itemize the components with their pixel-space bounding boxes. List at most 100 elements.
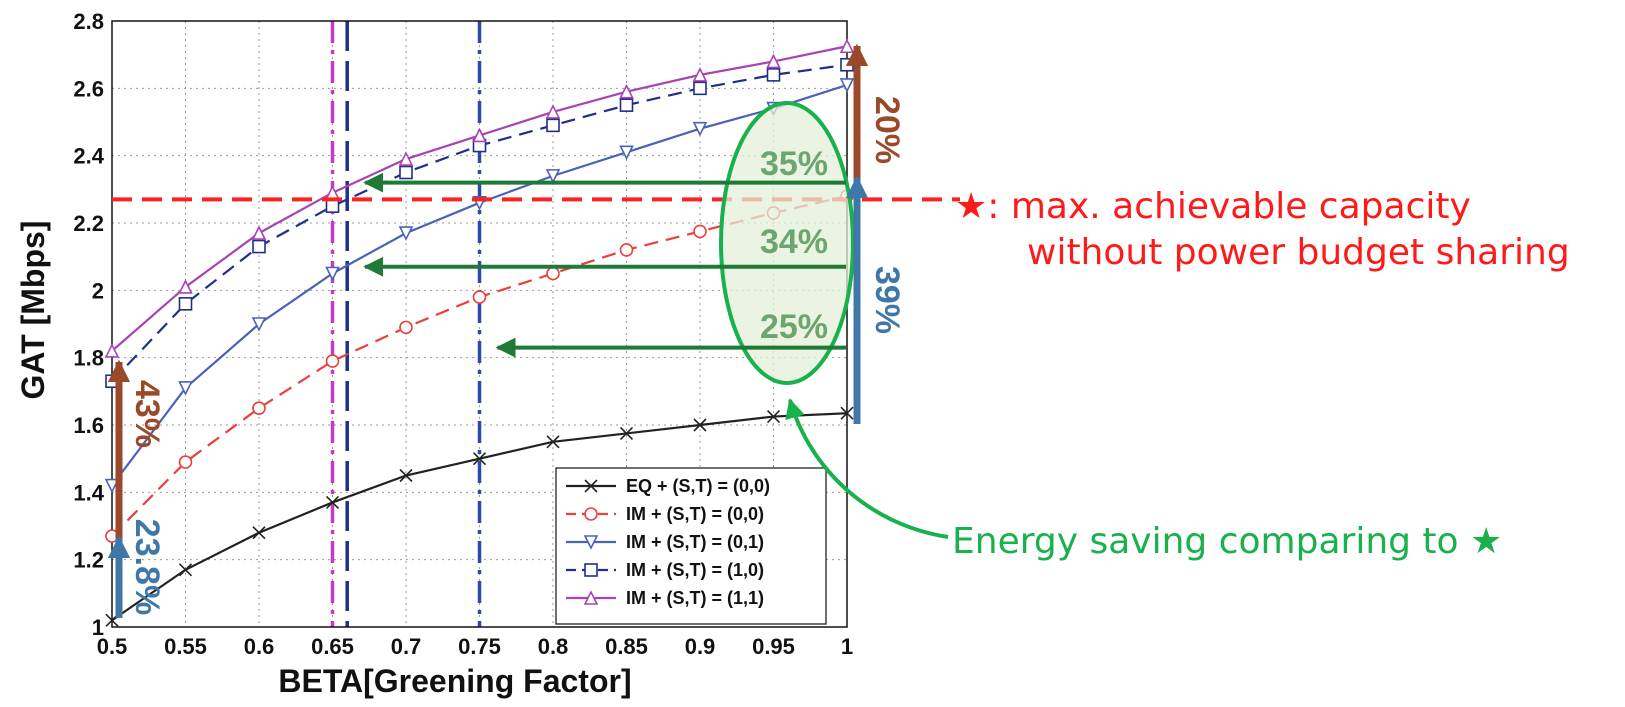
marker-stroke [766, 410, 781, 424]
point-marker [766, 68, 781, 82]
point-marker [693, 418, 707, 432]
marker-stroke [472, 452, 487, 466]
point-marker [251, 225, 267, 240]
marker-stroke [619, 426, 634, 440]
point-marker [178, 296, 193, 311]
point-marker [766, 53, 781, 69]
point-marker [325, 495, 340, 509]
series-line [104, 78, 855, 494]
x-tick-label: 0.6 [244, 634, 275, 659]
point-marker [399, 165, 413, 180]
y-tick-label: 1 [92, 615, 104, 640]
point-marker [398, 226, 414, 241]
plot-frame [111, 20, 848, 628]
point-marker [584, 479, 598, 493]
point-marker [325, 266, 340, 282]
point-marker [472, 127, 487, 143]
pct-label-25: 25% [760, 308, 828, 346]
point-marker [583, 535, 599, 550]
legend-entry: IM + (S,T) = (1,0) [566, 560, 764, 580]
point-marker [619, 243, 634, 257]
energy-saving-note: Energy saving comparing to ★ [952, 521, 1502, 562]
legend-entry: IM + (S,T) = (0,0) [566, 504, 764, 524]
y-tick-label: 1.2 [73, 548, 104, 573]
marker-stroke [546, 435, 560, 449]
x-ticks: 0.5 0.55 0.6 0.65 0.7 0.75 0.8 0.85 0.9 0.95 1 [97, 634, 853, 659]
marker-stroke [584, 479, 598, 493]
point-marker [398, 151, 414, 166]
legend-entry: IM + (S,T) = (1,1) [566, 588, 764, 608]
pct-label-23-8: 23.8% [128, 519, 166, 615]
legend-label: IM + (S,T) = (1,0) [626, 560, 764, 580]
point-marker [619, 426, 634, 440]
marker-stroke [178, 563, 193, 577]
x-tick-label: 1 [841, 634, 853, 659]
legend-label: IM + (S,T) = (0,1) [626, 532, 764, 552]
point-marker [178, 381, 193, 396]
x-tick-label: 0.75 [458, 634, 501, 659]
y-tick-label: 2.2 [73, 211, 104, 236]
point-marker [104, 478, 120, 494]
point-marker [251, 317, 267, 332]
point-marker [104, 343, 120, 358]
point-marker [766, 410, 781, 424]
legend: EQ + (S,T) = (0,0) IM + (S,T) = (0,0) IM +… [555, 467, 827, 625]
y-tick-label: 2.4 [73, 144, 104, 169]
point-marker [692, 121, 708, 137]
point-marker [178, 279, 193, 294]
y-axis-label: GAT [Mbps] [15, 221, 51, 400]
point-marker [252, 526, 266, 540]
point-marker [692, 67, 708, 82]
x-tick-label: 0.55 [164, 634, 207, 659]
pct-label-34: 34% [760, 223, 828, 261]
point-marker [325, 184, 340, 200]
point-marker [472, 452, 487, 466]
point-marker [584, 507, 598, 521]
pct-label-39: 39% [868, 266, 906, 334]
x-tick-label: 0.5 [97, 634, 128, 659]
x-tick-label: 0.9 [685, 634, 716, 659]
point-marker [178, 563, 193, 577]
energy-saving-ellipse [719, 101, 855, 385]
point-marker [546, 118, 560, 133]
x-tick-label: 0.8 [538, 634, 569, 659]
pct-label-35: 35% [760, 145, 828, 183]
point-marker [839, 78, 855, 93]
marker-stroke [840, 406, 854, 420]
legend-entry: EQ + (S,T) = (0,0) [566, 476, 770, 496]
point-marker [619, 145, 634, 161]
marker-stroke [399, 468, 413, 483]
point-marker [546, 435, 560, 449]
x-tick-label: 0.7 [391, 634, 422, 659]
point-marker [399, 468, 413, 483]
point-marker [619, 83, 634, 99]
point-marker [545, 104, 561, 119]
y-tick-label: 2.6 [73, 76, 104, 101]
point-marker [325, 354, 340, 368]
y-tick-label: 1.8 [73, 346, 104, 371]
marker-stroke [325, 495, 340, 509]
point-marker [178, 455, 193, 469]
x-tick-label: 0.65 [311, 634, 354, 659]
marker-stroke [252, 526, 266, 540]
point-marker [472, 290, 487, 304]
point-marker [693, 224, 707, 239]
x-tick-label: 0.85 [605, 634, 648, 659]
point-marker [693, 81, 707, 96]
legend-label: IM + (S,T) = (0,0) [626, 504, 764, 524]
legend-label: IM + (S,T) = (1,1) [626, 588, 764, 608]
energy-saving-arrows [363, 172, 846, 358]
y-tick-label: 1.6 [73, 413, 104, 438]
legend-label: EQ + (S,T) = (0,0) [626, 476, 770, 496]
series-line [105, 57, 854, 389]
point-marker [583, 590, 599, 605]
series-line [105, 406, 854, 627]
pct-label-43: 43% [128, 380, 166, 448]
point-marker [252, 239, 266, 254]
pct-label-20: 20% [868, 96, 906, 164]
point-marker [252, 401, 266, 415]
star-note-line2: without power budget sharing [1027, 232, 1570, 273]
x-tick-label: 0.95 [752, 634, 795, 659]
energy-note-pointer [785, 398, 949, 539]
